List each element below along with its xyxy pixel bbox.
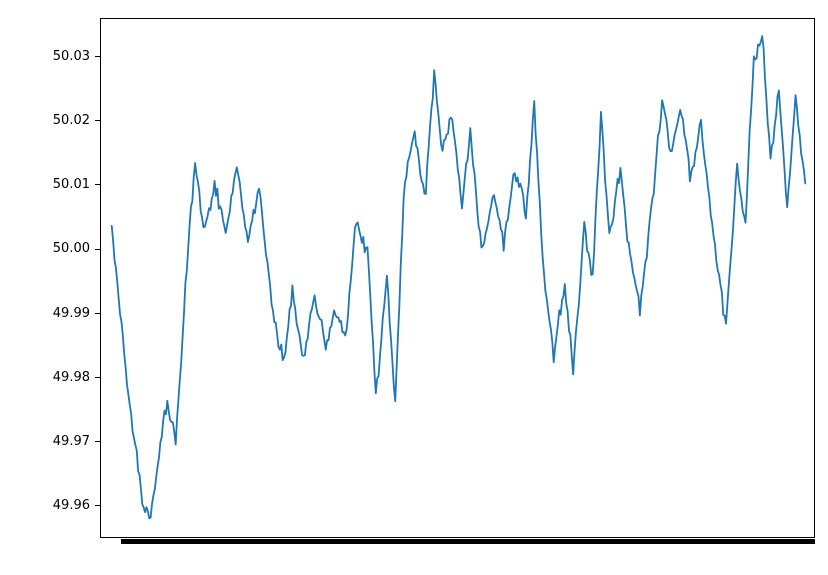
figure: 49.96 49.97 49.98 49.99 50.00 50.01 50.02 50.03 bbox=[0, 0, 828, 575]
y-tick-mark bbox=[95, 441, 100, 442]
y-tick-label: 49.97 bbox=[53, 434, 90, 449]
y-tick-mark bbox=[95, 505, 100, 506]
y-tick-mark bbox=[95, 184, 100, 185]
y-tick-label: 50.02 bbox=[53, 113, 90, 128]
x-axis-dense-ticks bbox=[121, 539, 815, 544]
plot-svg bbox=[101, 19, 816, 539]
y-tick-mark bbox=[95, 313, 100, 314]
y-tick-label: 49.99 bbox=[53, 306, 90, 321]
y-tick-mark bbox=[95, 249, 100, 250]
series-line bbox=[112, 36, 806, 518]
y-tick-mark bbox=[95, 56, 100, 57]
y-tick-label: 50.03 bbox=[53, 49, 90, 64]
y-tick-mark bbox=[95, 377, 100, 378]
y-tick-label: 49.98 bbox=[53, 370, 90, 385]
y-tick-mark bbox=[95, 120, 100, 121]
plot-area bbox=[100, 18, 815, 538]
y-tick-label: 50.00 bbox=[53, 241, 90, 256]
y-tick-label: 49.96 bbox=[53, 498, 90, 513]
y-tick-label: 50.01 bbox=[53, 177, 90, 192]
